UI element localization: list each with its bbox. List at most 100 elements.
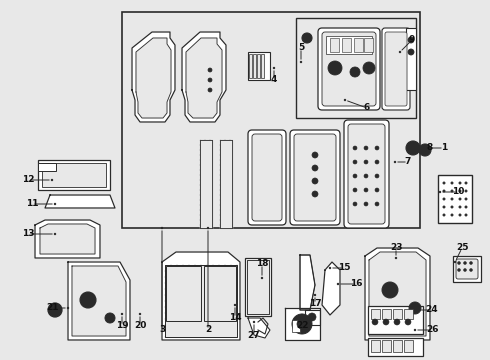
Text: 17: 17 bbox=[309, 300, 321, 309]
Bar bbox=[166, 266, 201, 321]
Circle shape bbox=[353, 188, 357, 192]
Polygon shape bbox=[40, 224, 95, 254]
Circle shape bbox=[375, 202, 379, 206]
Circle shape bbox=[48, 303, 62, 317]
Circle shape bbox=[465, 190, 467, 192]
Polygon shape bbox=[68, 262, 130, 340]
Polygon shape bbox=[300, 255, 315, 310]
Circle shape bbox=[107, 315, 113, 320]
Text: 2: 2 bbox=[205, 325, 211, 334]
Text: 23: 23 bbox=[390, 243, 402, 252]
FancyBboxPatch shape bbox=[252, 134, 282, 221]
Text: 25: 25 bbox=[456, 243, 468, 252]
Text: 7: 7 bbox=[405, 158, 411, 166]
Bar bbox=[200, 140, 212, 228]
Polygon shape bbox=[220, 140, 232, 228]
Bar bbox=[122, 12, 420, 228]
Circle shape bbox=[375, 160, 379, 164]
Text: 22: 22 bbox=[296, 321, 308, 330]
Text: 20: 20 bbox=[134, 321, 146, 330]
Circle shape bbox=[51, 179, 53, 181]
Text: 16: 16 bbox=[350, 279, 362, 288]
Circle shape bbox=[458, 269, 461, 271]
Circle shape bbox=[406, 141, 420, 155]
Circle shape bbox=[451, 206, 453, 208]
Bar bbox=[253, 54, 256, 78]
Bar bbox=[364, 38, 373, 52]
Circle shape bbox=[261, 277, 263, 279]
Text: 24: 24 bbox=[426, 306, 439, 315]
Circle shape bbox=[352, 69, 358, 75]
Polygon shape bbox=[322, 262, 340, 315]
Circle shape bbox=[443, 182, 445, 184]
Bar bbox=[165, 265, 237, 337]
Circle shape bbox=[302, 33, 312, 43]
Circle shape bbox=[465, 182, 467, 184]
Circle shape bbox=[459, 206, 461, 208]
Polygon shape bbox=[365, 248, 430, 340]
Circle shape bbox=[54, 233, 56, 235]
Text: 12: 12 bbox=[22, 175, 34, 184]
Polygon shape bbox=[200, 140, 212, 228]
Bar bbox=[249, 54, 252, 78]
Bar bbox=[38, 163, 56, 171]
Circle shape bbox=[208, 78, 212, 82]
Text: 26: 26 bbox=[426, 325, 438, 334]
Text: 18: 18 bbox=[256, 260, 268, 269]
Circle shape bbox=[451, 214, 453, 216]
Circle shape bbox=[383, 319, 389, 325]
Bar bbox=[371, 340, 380, 352]
Bar bbox=[42, 163, 106, 187]
Circle shape bbox=[443, 198, 445, 200]
Circle shape bbox=[375, 146, 379, 150]
Circle shape bbox=[394, 161, 396, 163]
Circle shape bbox=[353, 202, 357, 206]
Bar bbox=[296, 18, 416, 118]
Circle shape bbox=[459, 190, 461, 192]
FancyBboxPatch shape bbox=[318, 28, 380, 110]
Circle shape bbox=[344, 99, 346, 101]
Bar bbox=[368, 306, 423, 334]
Polygon shape bbox=[136, 38, 171, 118]
Polygon shape bbox=[182, 32, 226, 122]
Circle shape bbox=[297, 319, 307, 329]
Circle shape bbox=[353, 174, 357, 178]
Circle shape bbox=[67, 307, 69, 309]
Circle shape bbox=[353, 160, 357, 164]
Text: 1: 1 bbox=[441, 144, 447, 153]
Bar bbox=[261, 54, 264, 78]
Circle shape bbox=[382, 282, 398, 298]
Circle shape bbox=[312, 178, 318, 184]
Circle shape bbox=[301, 314, 303, 316]
Bar bbox=[342, 38, 351, 52]
Circle shape bbox=[337, 283, 339, 285]
Bar bbox=[406, 28, 416, 90]
Polygon shape bbox=[186, 38, 222, 118]
Circle shape bbox=[454, 261, 456, 263]
Bar bbox=[204, 266, 236, 321]
Bar bbox=[326, 36, 372, 54]
Text: 21: 21 bbox=[46, 303, 58, 312]
Polygon shape bbox=[45, 195, 115, 208]
Circle shape bbox=[394, 319, 400, 325]
Circle shape bbox=[414, 309, 416, 311]
Circle shape bbox=[105, 313, 115, 323]
Circle shape bbox=[451, 190, 453, 192]
Circle shape bbox=[439, 191, 441, 193]
Circle shape bbox=[314, 294, 316, 296]
Circle shape bbox=[464, 269, 466, 271]
Bar bbox=[245, 258, 271, 316]
Text: 3: 3 bbox=[159, 325, 165, 334]
Polygon shape bbox=[248, 318, 270, 338]
Circle shape bbox=[292, 314, 312, 334]
Bar bbox=[165, 265, 237, 337]
Text: 19: 19 bbox=[116, 321, 128, 330]
Circle shape bbox=[443, 214, 445, 216]
Text: 5: 5 bbox=[298, 44, 304, 53]
Circle shape bbox=[465, 206, 467, 208]
Text: 13: 13 bbox=[22, 230, 34, 238]
FancyBboxPatch shape bbox=[385, 32, 407, 106]
FancyBboxPatch shape bbox=[348, 124, 385, 224]
Circle shape bbox=[469, 261, 472, 265]
Text: 14: 14 bbox=[229, 314, 241, 323]
